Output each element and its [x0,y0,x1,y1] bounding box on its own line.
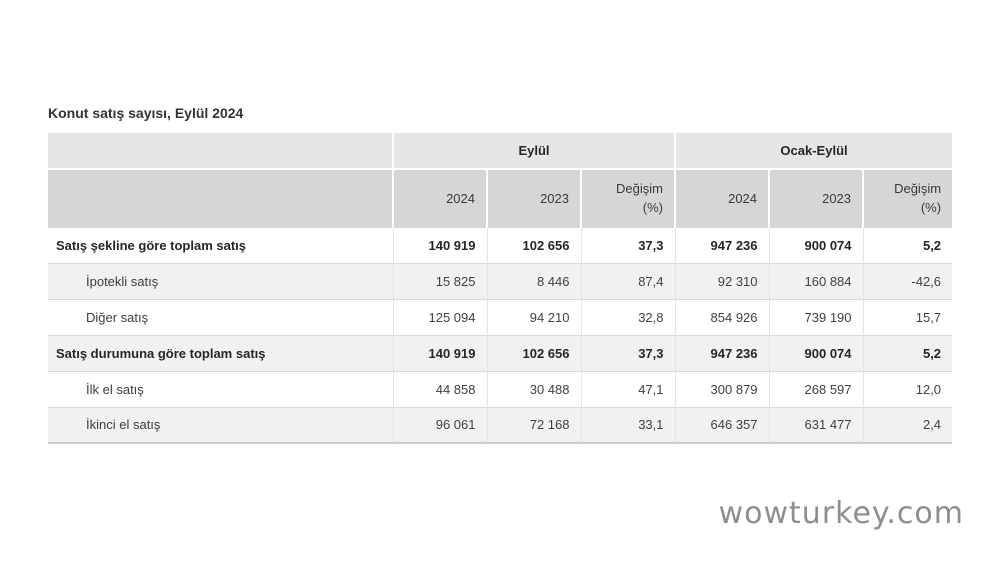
column-group-ocak-eylul: Ocak-Eylül [674,133,953,169]
value-cell: 92 310 [674,262,770,299]
detail-row: Diğer satış 125 094 94 210 32,8 854 926 739 1… [48,298,953,335]
value-cell: 30 488 [486,370,581,407]
value-cell: 102 656 [486,334,581,371]
value-cell: 37,3 [580,334,676,371]
row-label: İpotekli satış [48,262,393,299]
page-title: Konut satış sayısı, Eylül 2024 [48,105,244,121]
value-cell: 94 210 [486,298,581,335]
row-label: İkinci el satış [48,406,393,443]
value-cell: 96 061 [392,406,487,443]
sub-header-degisim-ocak-eylul: Değişim (%) [862,168,953,227]
corner-cell [48,168,393,227]
table-body: Satış şekline göre toplam satış 140 919 10… [48,226,953,443]
detail-row: İpotekli satış 15 825 8 446 87,4 92 310 160 8… [48,262,953,299]
sub-header-row: 2024 2023 Değişim (%) 2024 2023 Değişim … [48,168,953,227]
value-cell: 2,4 [862,406,953,443]
watermark: wowturkey.com [718,496,964,531]
value-cell: 947 236 [674,226,770,263]
summary-row: Satış şekline göre toplam satış 140 919 10… [48,226,953,263]
value-cell: 900 074 [768,226,864,263]
sub-header-2024-ocak-eylul: 2024 [674,168,770,227]
value-cell: 646 357 [674,406,770,443]
value-cell: 160 884 [768,262,864,299]
value-cell: 15 825 [392,262,487,299]
value-cell: 44 858 [392,370,487,407]
value-cell: 72 168 [486,406,581,443]
row-label: Satış durumuna göre toplam satış [48,334,393,371]
housing-sales-table: Eylül Ocak-Eylül 2024 2023 Değişim (%) 2… [48,133,953,444]
value-cell: 125 094 [392,298,487,335]
value-cell: 140 919 [392,334,487,371]
value-cell: 854 926 [674,298,770,335]
summary-row: Satış durumuna göre toplam satış 140 919 1… [48,334,953,371]
row-label: Satış şekline göre toplam satış [48,226,393,263]
value-cell: -42,6 [862,262,953,299]
value-cell: 631 477 [768,406,864,443]
row-label: Diğer satış [48,298,393,335]
sub-header-2023-eylul: 2023 [486,168,581,227]
value-cell: 5,2 [862,334,953,371]
value-cell: 8 446 [486,262,581,299]
value-cell: 300 879 [674,370,770,407]
value-cell: 900 074 [768,334,864,371]
value-cell: 37,3 [580,226,676,263]
value-cell: 5,2 [862,226,953,263]
sub-header-degisim-eylul: Değişim (%) [579,168,676,227]
value-cell: 47,1 [580,370,676,407]
sub-header-2024-eylul: 2024 [392,168,487,227]
value-cell: 87,4 [580,262,676,299]
column-group-header-row: Eylül Ocak-Eylül [48,133,953,169]
sub-header-2023-ocak-eylul: 2023 [768,168,864,227]
corner-cell [48,133,393,169]
value-cell: 102 656 [486,226,581,263]
value-cell: 33,1 [580,406,676,443]
value-cell: 12,0 [862,370,953,407]
value-cell: 140 919 [392,226,487,263]
value-cell: 15,7 [862,298,953,335]
value-cell: 947 236 [674,334,770,371]
detail-row: İlk el satış 44 858 30 488 47,1 300 879 268 5… [48,370,953,407]
detail-row: İkinci el satış 96 061 72 168 33,1 646 357 63… [48,406,953,443]
value-cell: 739 190 [768,298,864,335]
column-group-eylul: Eylül [391,133,676,169]
row-label: İlk el satış [48,370,393,407]
value-cell: 32,8 [580,298,676,335]
value-cell: 268 597 [768,370,864,407]
